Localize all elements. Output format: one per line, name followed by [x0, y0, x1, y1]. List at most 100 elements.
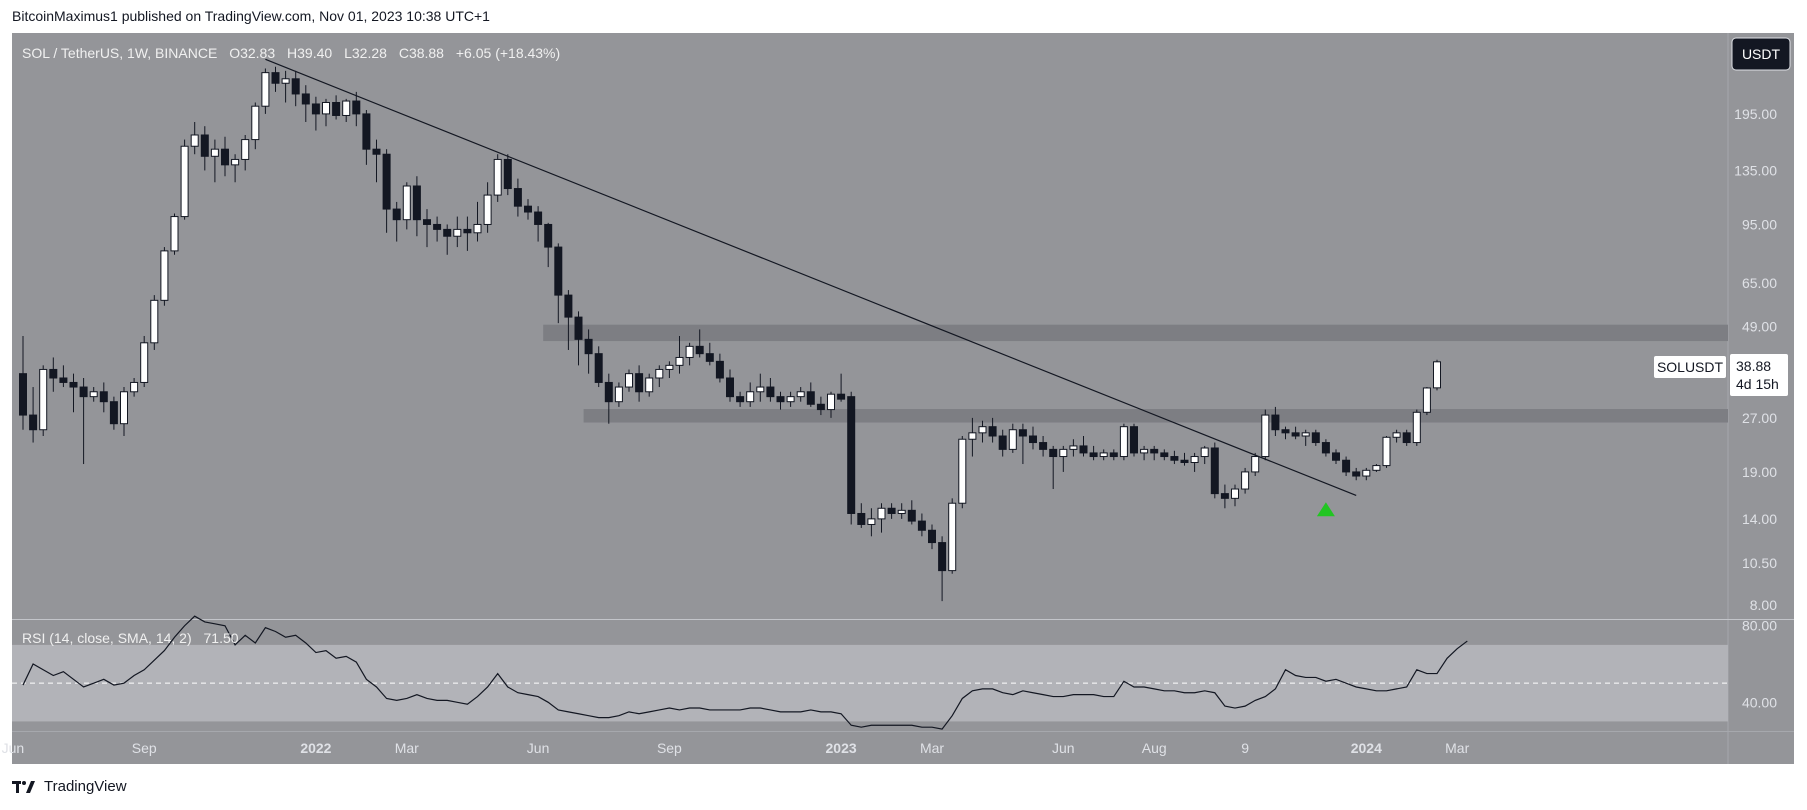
candle — [109, 396, 118, 430]
candle — [140, 335, 149, 388]
candle — [655, 365, 664, 388]
tradingview-logo-icon — [12, 780, 35, 793]
candle-body-down — [928, 529, 936, 544]
price-tick-label: 10.50 — [1742, 555, 1777, 571]
candle — [89, 387, 98, 402]
rsi-legend[interactable]: RSI (14, close, SMA, 14, 2) 71.50 — [22, 630, 239, 646]
candle-body-down — [221, 148, 229, 166]
candle-body-down — [1170, 456, 1179, 461]
candle — [685, 342, 694, 366]
candle — [867, 508, 876, 537]
candle-body-down — [1291, 432, 1300, 437]
candle-body-up — [1119, 426, 1128, 458]
candle — [968, 417, 977, 457]
candle — [1352, 467, 1361, 481]
time-tick-label: Jun — [1052, 740, 1075, 756]
candle-body-up — [130, 381, 139, 393]
candle — [1321, 439, 1330, 457]
candle-body-down — [1352, 471, 1361, 477]
candle-body-down — [463, 228, 472, 234]
candle-body-up — [1251, 456, 1260, 473]
price-tick-label: 65.00 — [1742, 275, 1777, 291]
rsi-legend-label: RSI (14, close, SMA, 14, 2) — [22, 630, 192, 646]
candle-body-up — [948, 502, 957, 572]
candle-body-up — [483, 194, 492, 225]
candle — [816, 396, 825, 416]
rsi-axis-ticks: 80.00 40.00 — [1742, 618, 1777, 711]
candle-body-down — [109, 401, 118, 425]
candle-body-up — [746, 391, 755, 403]
candle — [1180, 452, 1189, 466]
currency-badge[interactable]: USDT — [1731, 37, 1791, 71]
candle-body-up — [827, 393, 835, 411]
candle-body-down — [584, 338, 593, 355]
candle-body-up — [1362, 469, 1371, 477]
candle-body-down — [1049, 448, 1058, 458]
candle — [49, 357, 58, 392]
candle-body-down — [715, 360, 724, 379]
descending-trendline[interactable] — [265, 58, 1357, 497]
symbol-legend[interactable]: SOL / TetherUS, 1W, BINANCE O32.83 H39.4… — [22, 45, 560, 61]
candle-body-up — [1069, 445, 1078, 450]
rsi-tick-label: 80.00 — [1742, 618, 1777, 634]
price-tag[interactable]: SOLUSDT 38.88 4d 15h — [1654, 354, 1788, 396]
candle — [483, 182, 492, 233]
candle-body-down — [412, 185, 421, 221]
candle-body-down — [988, 426, 997, 437]
candle-body-up — [1140, 448, 1149, 454]
candle-body-up — [1241, 471, 1250, 490]
price-tick-label: 195.00 — [1734, 106, 1777, 122]
candle — [332, 95, 341, 120]
time-tick-label: 9 — [1241, 740, 1249, 756]
candle — [251, 102, 260, 150]
candle — [402, 182, 411, 230]
candle — [180, 139, 189, 220]
candle-body-down — [49, 368, 58, 379]
symbol-tag-label: SOLUSDT — [1657, 359, 1724, 375]
candle — [1412, 409, 1421, 446]
candle — [1271, 406, 1280, 437]
candle — [1241, 467, 1250, 494]
candle — [837, 373, 846, 402]
candle — [382, 149, 391, 233]
candle-body-up — [261, 72, 270, 107]
candle-body-up — [473, 223, 482, 234]
rsi-tick-label: 40.00 — [1742, 694, 1777, 710]
candle — [200, 126, 209, 171]
candle — [463, 216, 472, 251]
candle — [1018, 423, 1027, 465]
candle — [938, 536, 947, 602]
candle-body-down — [736, 396, 745, 403]
candle — [1099, 449, 1108, 461]
candle — [917, 513, 926, 537]
candle-body-down — [554, 246, 563, 296]
candle-body-down — [1130, 426, 1138, 454]
candle — [625, 369, 633, 392]
candle — [1402, 429, 1411, 446]
candle-body-up — [1372, 465, 1381, 471]
symbol-tag-bg — [1654, 356, 1726, 378]
candle — [69, 373, 78, 413]
candle-body-down — [1109, 452, 1118, 458]
candle-body-up — [675, 356, 684, 366]
candle — [574, 311, 583, 366]
price-tick-label: 49.00 — [1742, 318, 1777, 334]
candle — [1008, 423, 1017, 453]
candle-body-down — [362, 113, 371, 150]
candle-body-down — [200, 134, 209, 157]
footer-brand[interactable]: TradingView — [12, 778, 127, 795]
candle — [806, 382, 815, 407]
candle-body-down — [291, 78, 300, 95]
candle — [443, 224, 452, 255]
candle — [726, 369, 734, 402]
candle — [1342, 456, 1351, 477]
candle-body-down — [544, 223, 553, 248]
candle-body-down — [837, 393, 846, 400]
candle-body-up — [625, 373, 633, 388]
candle-body-up — [655, 368, 664, 379]
publisher-header: BitcoinMaximus1 published on TradingView… — [12, 8, 490, 24]
change-value: +6.05 (+18.43%) — [456, 45, 560, 61]
candle — [675, 335, 684, 374]
candle-body-up — [786, 396, 795, 403]
